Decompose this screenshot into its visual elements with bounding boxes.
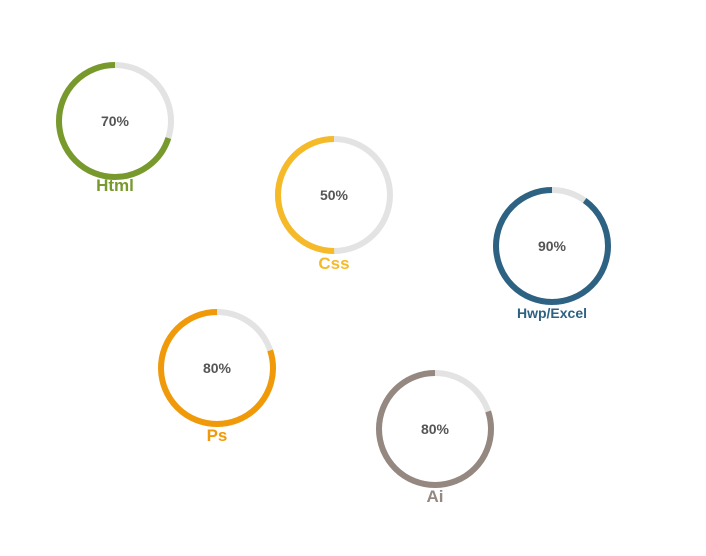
percent-label: 80% [202, 360, 232, 376]
ring-progress [493, 187, 611, 305]
percent-label: 80% [420, 421, 450, 437]
skill-name: Css [318, 254, 350, 273]
progress-ring-ps: 80% [157, 308, 277, 428]
percent-label: 70% [100, 113, 130, 129]
skill-ai: 80% Ai [375, 369, 515, 519]
progress-ring-css: 50% [274, 135, 394, 255]
percent-label: 90% [537, 238, 567, 254]
progress-ring-html: 70% [55, 61, 175, 181]
percent-label: 50% [319, 187, 349, 203]
skill-html: 70% Html [55, 61, 195, 211]
skill-name: Hwp/Excel [516, 305, 588, 321]
ring-progress [158, 309, 276, 427]
ring-progress [376, 370, 494, 488]
progress-ring-hwp-excel: 90% [492, 186, 612, 306]
skill-name: Html [96, 176, 134, 195]
skill-ps: 80% Ps [157, 308, 297, 458]
ring-progress [275, 136, 393, 254]
skill-name: Ps [206, 426, 228, 445]
skill-name: Ai [426, 487, 444, 506]
skill-css: 50% Css [274, 135, 414, 285]
skill-hwp-excel: 90% Hwp/Excel [492, 186, 632, 336]
ring-progress [56, 62, 174, 180]
progress-ring-ai: 80% [375, 369, 495, 489]
